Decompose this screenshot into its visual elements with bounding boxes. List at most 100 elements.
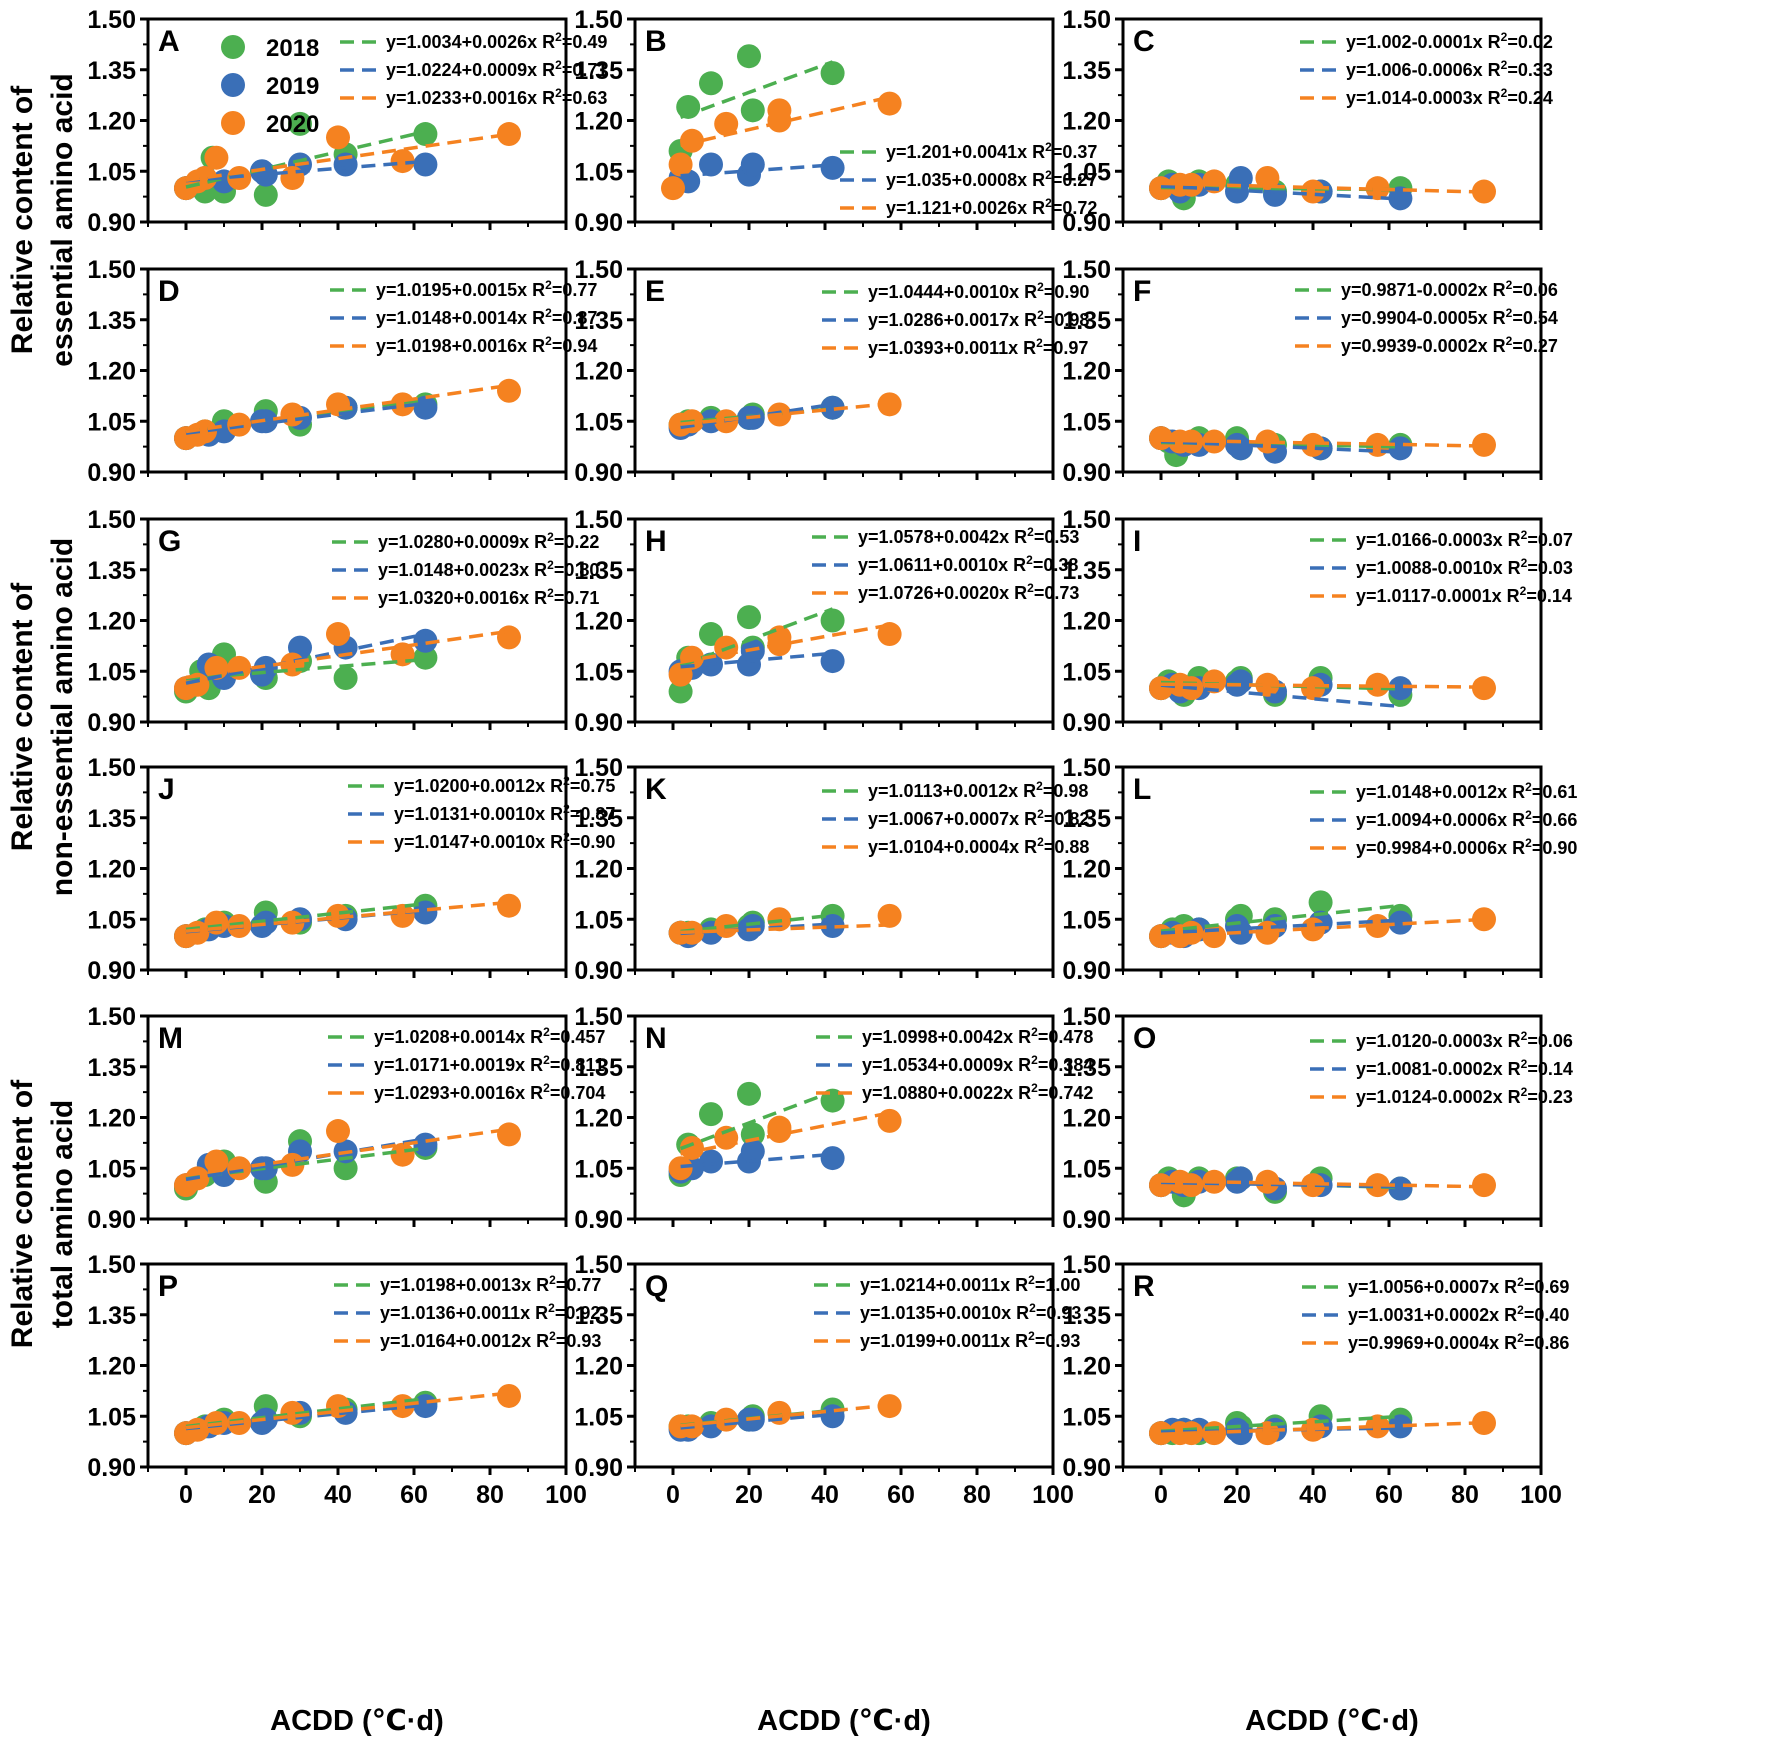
panel-letter: B [645, 25, 667, 58]
point-2020 [661, 176, 685, 201]
y-tick-label: 1.20 [87, 358, 136, 386]
y-tick-label: 1.50 [1062, 1003, 1111, 1031]
point-2020 [1472, 1173, 1496, 1198]
plot-frame [633, 17, 1055, 224]
x-tick-label: 40 [1299, 1481, 1327, 1509]
y-tick-label: 1.20 [87, 856, 136, 884]
y-tick-label: 1.05 [1062, 658, 1111, 686]
point-2020 [1202, 669, 1227, 694]
equation-label: y=1.0135+0.0010x R2=0.93 [860, 1301, 1081, 1323]
fit-line-2020 [1160, 181, 1485, 194]
panel-k: 0.90 1.05 1.20 1.35 1.50 y=1.0113+0.0012x R2=… [574, 754, 1089, 985]
plot-area [668, 1394, 902, 1442]
legend-label-2018: 2018 [266, 35, 319, 62]
equation-label: y=1.0880+0.0022x R2=0.742 [862, 1081, 1093, 1103]
x-axis-title: ACDD (℃·d) [270, 1705, 444, 1737]
point-2019 [820, 914, 845, 939]
panel-i: 0.90 1.05 1.20 1.35 1.50 y=1.0166-0.0003x R2=… [1062, 506, 1573, 737]
equation-label: y=1.0034+0.0026x R2=0.49 [386, 30, 607, 52]
point-2020 [326, 622, 350, 647]
equation-label: y=1.0214+0.0011x R2=1.00 [860, 1273, 1080, 1295]
x-tick-label: 20 [248, 1481, 276, 1509]
point-2019 [1228, 669, 1253, 694]
y-tick-label: 1.20 [1062, 108, 1111, 136]
point-2018 [737, 1081, 761, 1106]
point-2020 [1365, 176, 1390, 201]
panel-letter: A [158, 25, 180, 58]
panel-letter: I [1133, 525, 1141, 558]
fit-line-2020 [1160, 1179, 1485, 1189]
y-tick-label: 1.20 [574, 856, 623, 884]
point-2020 [668, 152, 693, 177]
equation-label: y=1.0117-0.0001x R2=0.14 [1356, 584, 1572, 606]
equation-label: y=1.0067+0.0007x R2=0.82 [868, 807, 1089, 829]
point-2020 [204, 1149, 229, 1174]
y-tick-label: 1.50 [87, 506, 136, 534]
equation-label: y=0.9871-0.0002x R2=0.06 [1341, 278, 1558, 300]
equation-label: y=1.0131+0.0010x R2=0.87 [394, 802, 615, 824]
y-tick-label: 0.90 [574, 957, 623, 985]
point-2019 [1228, 1166, 1253, 1191]
point-2019 [1388, 910, 1413, 935]
point-2019 [413, 628, 438, 653]
y-axis-title: Relative content of [6, 582, 39, 851]
fit-line-2018 [1160, 1414, 1401, 1434]
point-2020 [204, 145, 229, 170]
equation-label: y=1.0094+0.0006x R2=0.66 [1356, 808, 1577, 830]
point-2020 [1365, 672, 1390, 697]
x-tick-label: 40 [324, 1481, 352, 1509]
plot-area [1149, 166, 1496, 211]
y-axis-title: essential amino acid [46, 73, 79, 366]
equation-label: y=1.014-0.0003x R2=0.24 [1346, 86, 1553, 108]
panel-c: 0.90 1.05 1.20 1.35 1.50 y=1.002-0.0001x R2=0… [1062, 6, 1553, 237]
fit-line-2020 [680, 401, 890, 426]
point-2019 [1388, 436, 1413, 461]
panel-e: 0.90 1.05 1.20 1.35 1.50 y=1.0444+0.0010x R2=… [574, 256, 1089, 487]
fit-line-2019 [185, 159, 426, 183]
y-tick-label: 0.90 [1062, 209, 1111, 237]
point-2019 [413, 900, 438, 925]
x-tick-label: 80 [476, 1481, 504, 1509]
y-tick-label: 1.20 [87, 608, 136, 636]
fit-line-2019 [680, 163, 833, 178]
point-2020 [326, 1119, 350, 1144]
y-tick-label: 1.20 [574, 608, 623, 636]
fit-line-2018 [185, 902, 426, 932]
point-2019 [1388, 676, 1413, 701]
y-axis-title: total amino acid [46, 1100, 79, 1328]
equation-label: y=1.0136+0.0011x R2=0.92 [380, 1301, 600, 1323]
panel-letter: R [1133, 1270, 1155, 1303]
plot-area [1149, 426, 1496, 468]
point-2018 [413, 645, 438, 670]
equation-label: y=1.0208+0.0014x R2=0.457 [374, 1025, 605, 1047]
point-2019 [740, 1139, 765, 1164]
plot-area [174, 1119, 521, 1201]
y-tick-label: 0.90 [574, 459, 623, 487]
y-tick-label: 0.90 [1062, 1454, 1111, 1482]
y-tick-label: 1.35 [87, 1302, 136, 1330]
y-tick-label: 1.50 [574, 754, 623, 782]
equation-label: y=1.006-0.0006x R2=0.33 [1346, 58, 1553, 80]
y-tick-label: 1.20 [1062, 856, 1111, 884]
panel-letter: O [1133, 1022, 1156, 1055]
point-2018 [668, 679, 693, 704]
fit-line-2020 [680, 623, 890, 664]
y-tick-label: 0.90 [87, 957, 136, 985]
plot-area [174, 111, 521, 207]
point-2018 [820, 608, 845, 633]
y-tick-label: 1.50 [1062, 506, 1111, 534]
plot-area [174, 893, 521, 949]
fit-line-2019 [680, 1412, 833, 1430]
plot-area [1149, 1404, 1496, 1446]
point-2019 [1388, 186, 1413, 211]
y-tick-label: 1.35 [574, 1302, 623, 1330]
y-tick-label: 1.05 [87, 158, 136, 186]
point-2020 [193, 419, 217, 444]
point-2020 [326, 125, 350, 150]
point-2020 [1301, 432, 1325, 457]
point-2020 [668, 662, 693, 687]
fit-line-2019 [1160, 184, 1401, 201]
panel-letter: D [158, 275, 180, 308]
fit-line-2020 [1160, 438, 1485, 448]
point-2019 [820, 649, 845, 674]
